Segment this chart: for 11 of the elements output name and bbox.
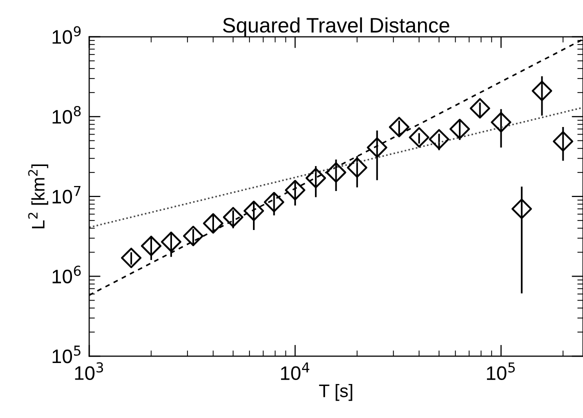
x-tick-label: 10$^{4}$	[281, 362, 310, 380]
x-tick-label: 10$^{3}$	[75, 362, 104, 380]
y-tick-label: 10$^{9}$	[52, 26, 81, 44]
y-axis-title: L$^{2}$ [km$^{2}$]	[28, 164, 48, 228]
chart-title: Squared Travel Distance	[222, 17, 450, 37]
y-tick-label: 10$^{7}$	[52, 186, 80, 204]
x-axis-title: T [s]	[319, 384, 352, 401]
x-tick-label: 10$^{5}$	[486, 362, 515, 380]
y-tick-label: 10$^{6}$	[52, 266, 81, 284]
y-tick-label: 10$^{5}$	[52, 346, 80, 364]
y-tick-label: 10$^{8}$	[52, 106, 81, 124]
